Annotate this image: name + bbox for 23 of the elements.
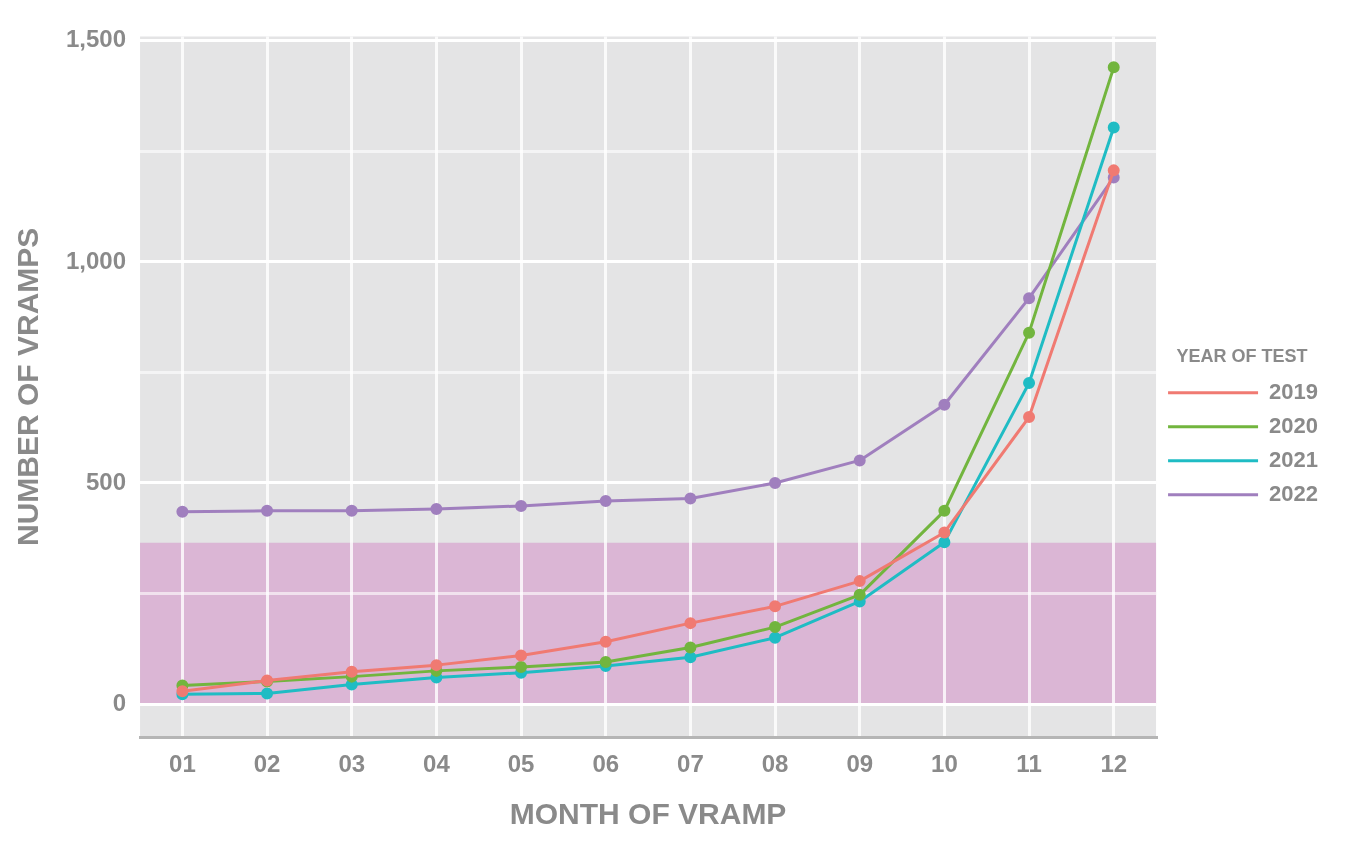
x-tick-label: 01 — [169, 750, 196, 778]
legend-label: 2020 — [1269, 412, 1319, 438]
y-tick-label: 1,500 — [66, 25, 127, 53]
x-tick-label: 10 — [931, 750, 958, 778]
x-tick-label: 04 — [423, 750, 451, 778]
x-tick-label: 02 — [253, 750, 281, 778]
x-axis-title: MONTH OF VRAMP — [509, 797, 787, 831]
x-tick-label: 05 — [507, 750, 535, 778]
x-tick-label: 11 — [1016, 750, 1042, 778]
y-axis-title: NUMBER OF VRAMPS — [11, 227, 45, 546]
x-tick-label: 06 — [592, 750, 620, 778]
x-tick-label: 08 — [761, 750, 789, 778]
legend-label: 2022 — [1269, 480, 1319, 506]
y-tick-label: 1,000 — [66, 246, 127, 274]
legend-label: 2021 — [1269, 446, 1319, 472]
y-tick-label: 500 — [86, 467, 127, 495]
legend-label: 2019 — [1269, 378, 1319, 404]
x-tick-label: 07 — [677, 750, 704, 778]
x-tick-label: 09 — [846, 750, 874, 778]
legend-title: YEAR OF TEST — [1176, 346, 1308, 367]
y-tick-label: 0 — [112, 688, 127, 716]
x-tick-label: 12 — [1100, 750, 1128, 778]
x-tick-label: 03 — [338, 750, 366, 778]
